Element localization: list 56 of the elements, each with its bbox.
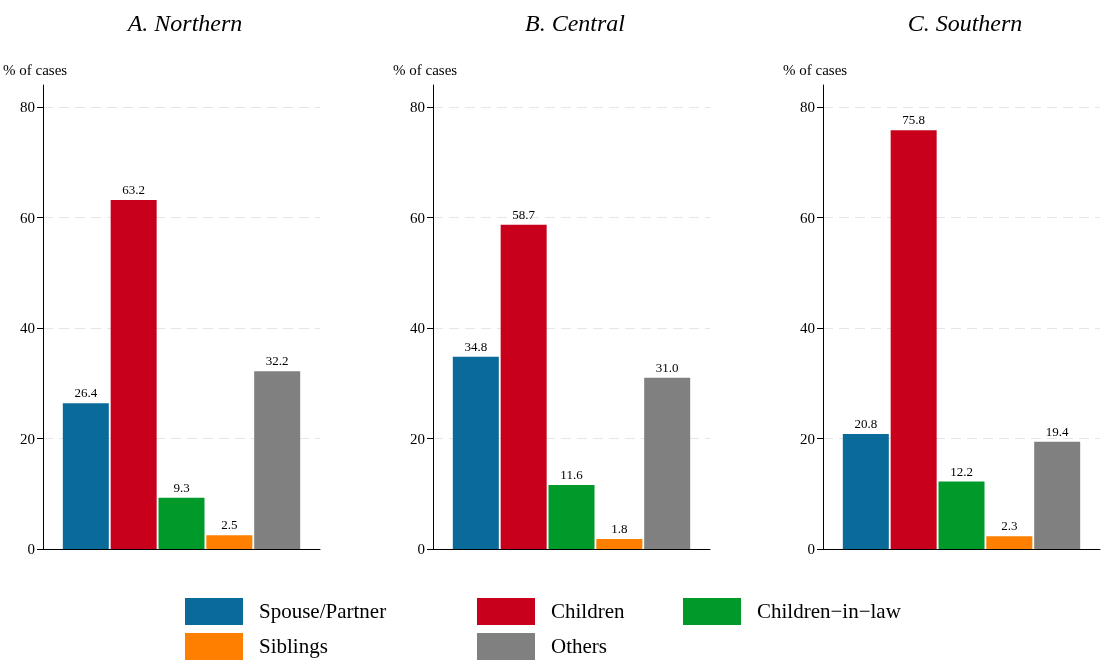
data-label: 1.8 bbox=[611, 521, 628, 537]
data-label: 20.8 bbox=[854, 416, 878, 432]
data-label: 12.2 bbox=[950, 463, 973, 479]
y-tick-label: 40 bbox=[20, 320, 35, 337]
y-tick-label: 0 bbox=[27, 541, 35, 557]
bar bbox=[596, 539, 643, 549]
data-label: 2.5 bbox=[221, 517, 238, 533]
y-tick-label: 60 bbox=[20, 209, 35, 226]
data-label: 9.3 bbox=[173, 479, 190, 495]
legend-label: Children−in−law bbox=[757, 599, 901, 624]
y-tick-label: 20 bbox=[20, 430, 35, 447]
bar bbox=[452, 356, 499, 549]
y-tick-label: 60 bbox=[410, 209, 425, 226]
data-label: 19.4 bbox=[1045, 423, 1070, 439]
bar bbox=[986, 536, 1033, 549]
data-label: 32.2 bbox=[265, 353, 289, 369]
data-label: 58.7 bbox=[512, 206, 536, 222]
data-label: 2.3 bbox=[1001, 518, 1018, 534]
legend-label: Spouse/Partner bbox=[259, 599, 387, 624]
bar bbox=[500, 224, 547, 549]
data-label: 75.8 bbox=[902, 112, 926, 128]
data-label: 63.2 bbox=[122, 181, 146, 197]
y-tick-label: 20 bbox=[410, 430, 425, 447]
chart-title: C. Southern bbox=[907, 10, 1023, 36]
y-tick-label: 0 bbox=[417, 541, 425, 557]
y-tick-label: 0 bbox=[807, 541, 815, 557]
data-label: 26.4 bbox=[74, 385, 98, 401]
y-tick-label: 80 bbox=[20, 99, 35, 116]
bar bbox=[62, 403, 109, 549]
y-axis-title: % of cases bbox=[3, 61, 68, 78]
legend-label: Others bbox=[551, 634, 607, 659]
bar bbox=[938, 481, 985, 549]
bar bbox=[842, 434, 889, 549]
data-label: 11.6 bbox=[560, 466, 584, 482]
y-tick-label: 20 bbox=[800, 430, 815, 447]
bar bbox=[548, 484, 595, 549]
y-axis-title: % of cases bbox=[783, 61, 848, 78]
data-label: 31.0 bbox=[655, 359, 679, 375]
bar bbox=[644, 377, 691, 549]
chart-title: B. Central bbox=[525, 10, 626, 36]
bar bbox=[158, 497, 205, 549]
bar bbox=[1034, 441, 1081, 549]
data-label: 34.8 bbox=[464, 338, 488, 354]
y-tick-label: 40 bbox=[410, 320, 425, 337]
legend-label: Siblings bbox=[259, 634, 328, 659]
bar bbox=[254, 371, 301, 549]
y-axis-title: % of cases bbox=[393, 61, 458, 78]
y-tick-label: 60 bbox=[800, 209, 815, 226]
y-tick-label: 80 bbox=[410, 99, 425, 116]
bar bbox=[110, 199, 157, 549]
y-tick-label: 80 bbox=[800, 99, 815, 116]
legend-label: Children bbox=[551, 599, 625, 624]
bar bbox=[206, 535, 253, 549]
y-tick-label: 40 bbox=[800, 320, 815, 337]
bar bbox=[890, 130, 937, 549]
chart-title: A. Northern bbox=[125, 10, 243, 36]
